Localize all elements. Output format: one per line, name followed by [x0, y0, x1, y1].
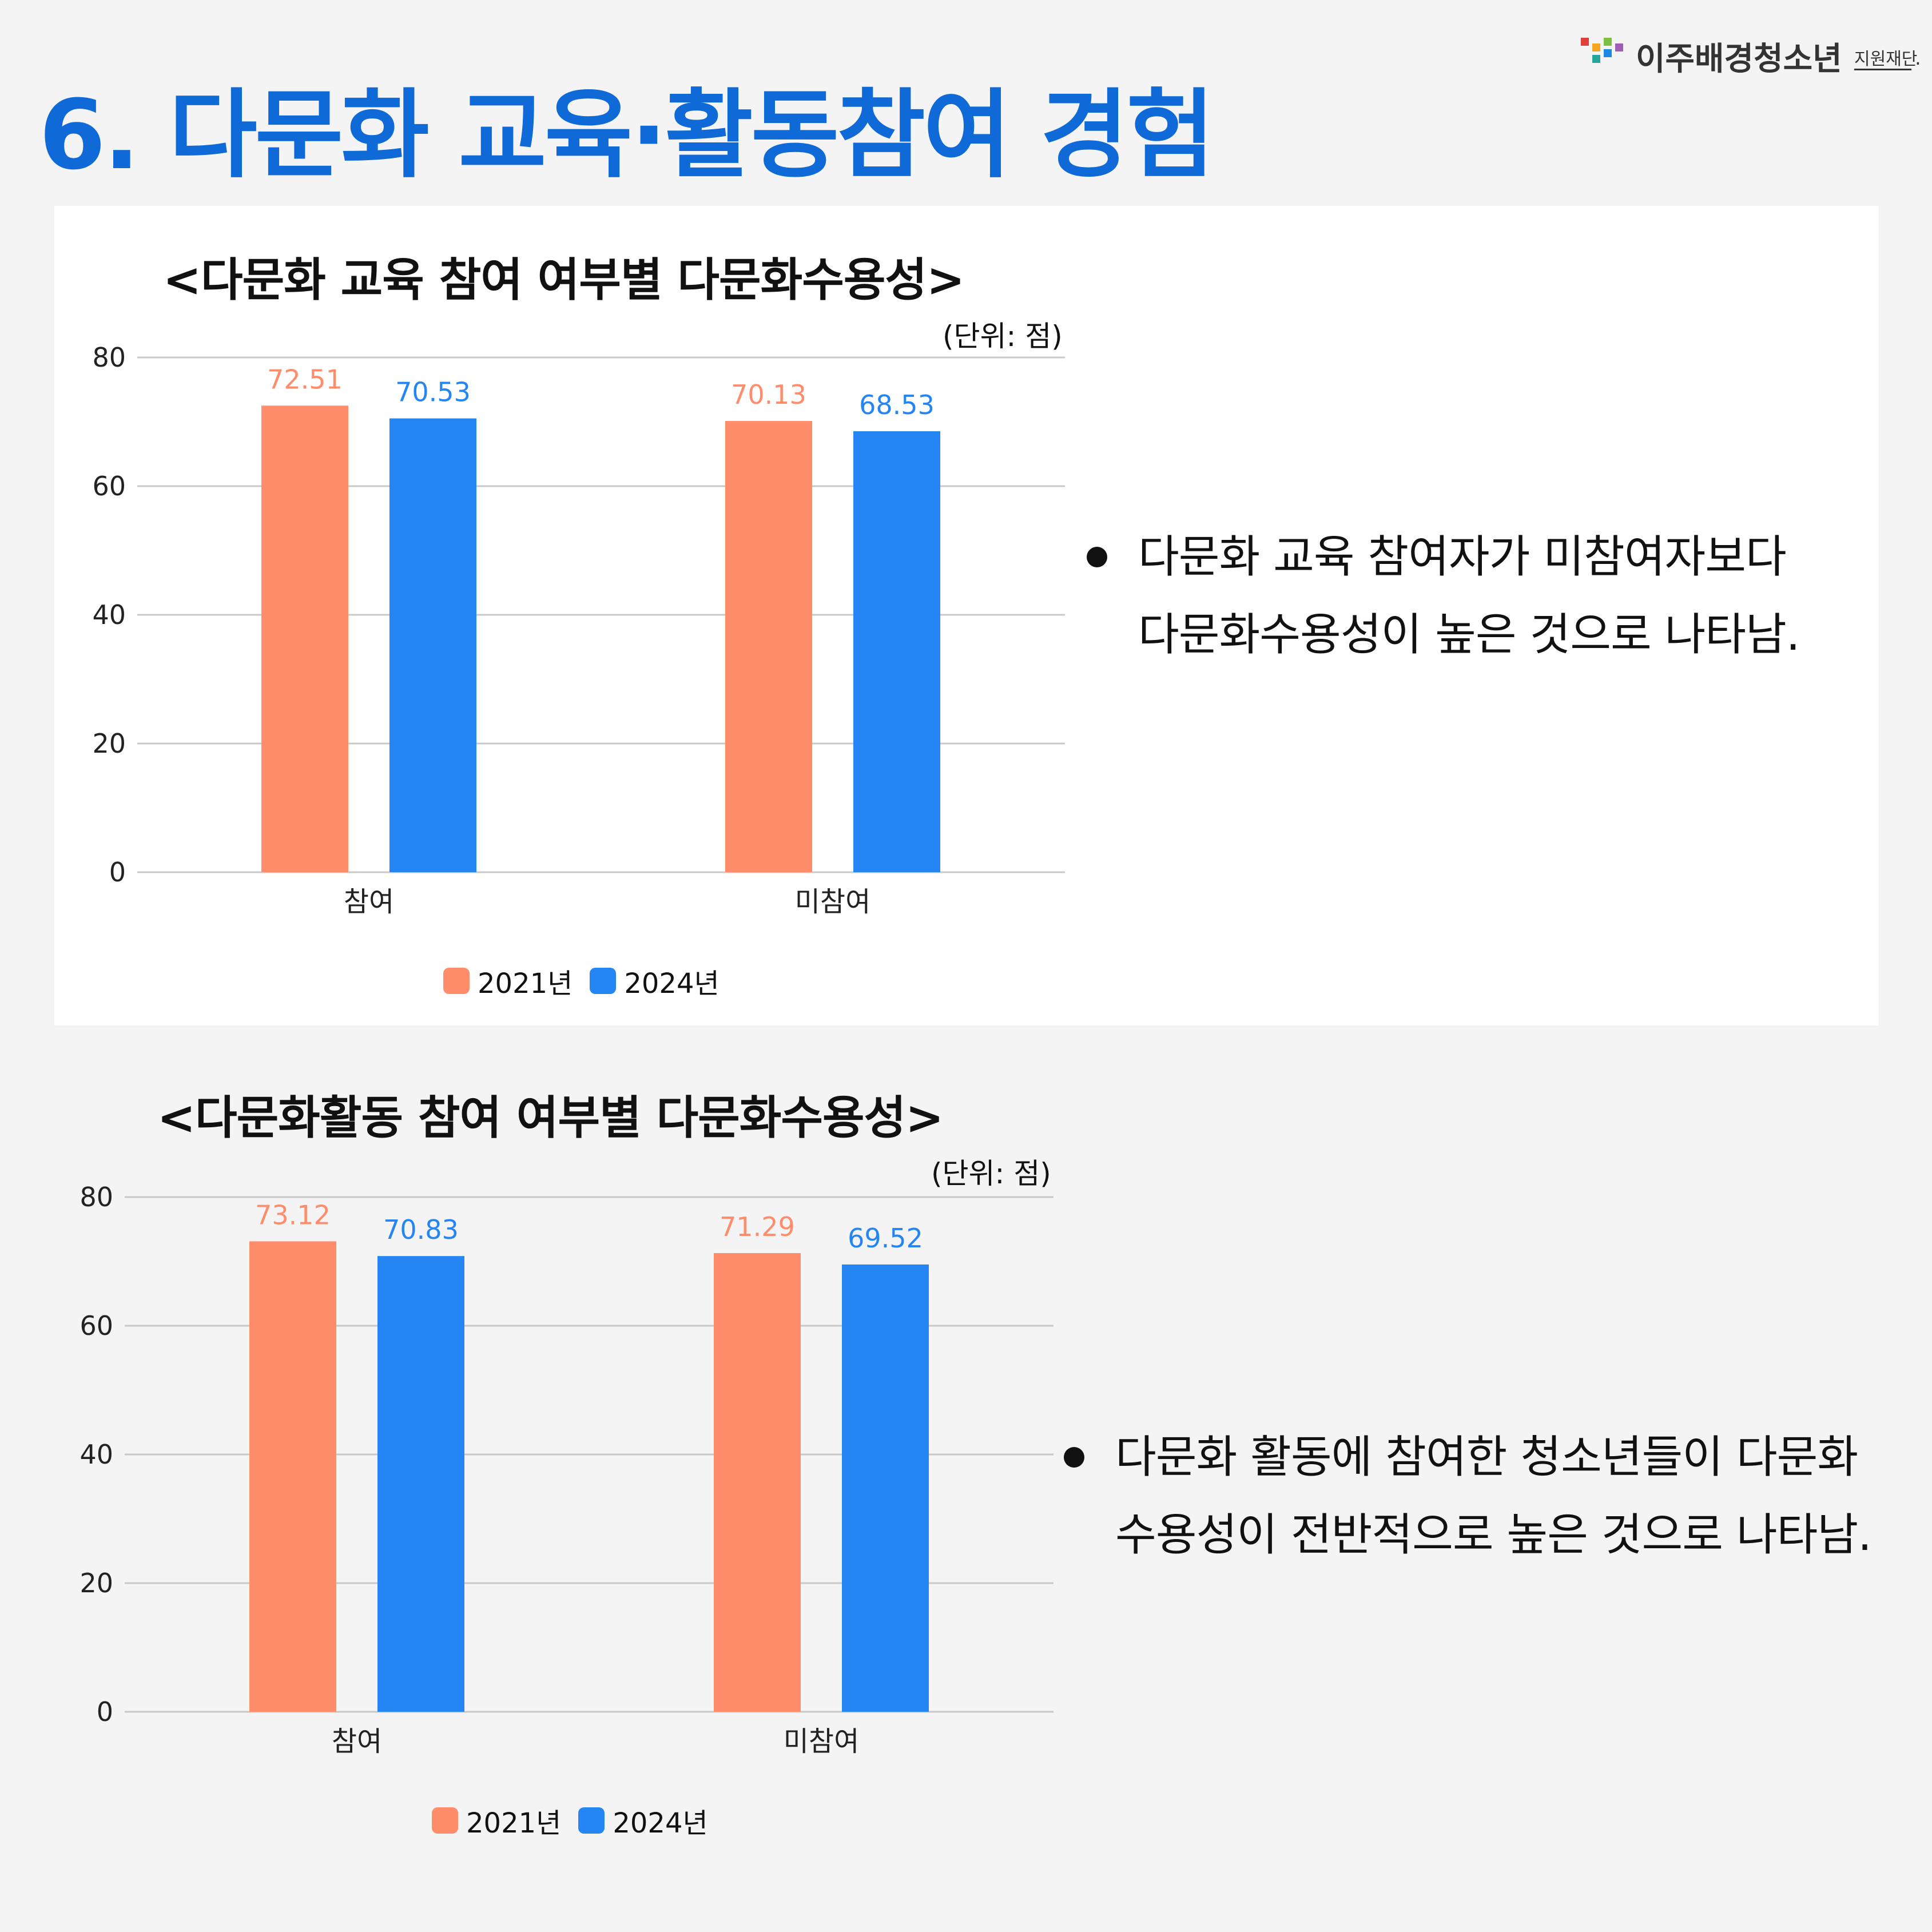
bar [842, 1264, 929, 1712]
data-label: 73.12 [255, 1199, 331, 1230]
legend-item-2021: 2021년 [443, 961, 573, 1001]
y-tick-label: 40 [79, 1439, 113, 1470]
note-2: 다문화 활동에 참여한 청소년들이 다문화 수용성이 전반적으로 높은 것으로 … [1115, 1418, 1872, 1574]
bar [377, 1256, 464, 1712]
legend-2: 2021년 2024년 [432, 1800, 725, 1840]
bar [389, 418, 476, 872]
legend-swatch-2021 [432, 1807, 458, 1834]
note-2-line-2: 수용성이 전반적으로 높은 것으로 나타남. [1115, 1509, 1872, 1561]
legend-item-2024: 2024년 [578, 1800, 708, 1840]
legend-item-2021: 2021년 [432, 1800, 561, 1840]
legend-label-2021: 2021년 [466, 1807, 562, 1839]
note-1-line-2: 다문화수용성이 높은 것으로 나타남. [1138, 609, 1800, 661]
y-tick-label: 80 [92, 342, 126, 373]
note-1-line-1: 다문화 교육 참여자가 미참여자보다 [1138, 531, 1787, 583]
logo-dot: . [1915, 47, 1921, 70]
unit-label-1: (단위: 점) [943, 320, 1063, 353]
x-tick-label: 참여 [332, 1726, 382, 1758]
bar [249, 1241, 336, 1712]
x-tick-label: 미참여 [784, 1726, 859, 1758]
logo-mark-icon [1579, 30, 1624, 70]
bar [261, 406, 348, 872]
chart-title-2: <다문화활동 참여 여부별 다문화수용성> [157, 1091, 944, 1144]
note-1: 다문화 교육 참여자가 미참여자보다 다문화수용성이 높은 것으로 나타남. [1138, 518, 1800, 674]
foundation-logo: 이주배경청소년 지원재단 . [1579, 30, 1922, 81]
data-label: 71.29 [719, 1211, 795, 1242]
legend-label-2024: 2024년 [624, 968, 719, 1000]
bar [714, 1253, 801, 1712]
y-tick-label: 0 [109, 857, 126, 888]
legend-swatch-2024 [578, 1807, 605, 1834]
y-tick-label: 60 [92, 471, 126, 502]
legend-item-2024: 2024년 [590, 961, 719, 1001]
logo-suffix: 지원재단 [1854, 49, 1918, 69]
logo-underline [1854, 69, 1911, 70]
bullet-dot-2 [1064, 1447, 1084, 1468]
legend-label-2021: 2021년 [478, 968, 573, 1000]
y-tick-label: 60 [79, 1310, 113, 1341]
bar [853, 431, 940, 872]
y-tick-label: 40 [92, 599, 126, 630]
unit-label-2: (단위: 점) [931, 1157, 1051, 1190]
y-tick-label: 0 [97, 1696, 113, 1727]
note-2-line-1: 다문화 활동에 참여한 청소년들이 다문화 [1115, 1432, 1858, 1483]
data-label: 69.52 [848, 1223, 923, 1254]
page-title: 6. 다문화 교육·활동참여 경험 [39, 79, 1215, 191]
legend-swatch-2024 [590, 968, 617, 994]
data-label: 72.51 [267, 364, 343, 395]
legend-label-2024: 2024년 [613, 1807, 708, 1839]
y-tick-label: 20 [92, 728, 126, 759]
y-tick-label: 80 [79, 1182, 113, 1213]
logo-name: 이주배경청소년 [1636, 41, 1842, 78]
legend-1: 2021년 2024년 [443, 961, 737, 1001]
data-label: 68.53 [859, 389, 935, 420]
y-tick-label: 20 [79, 1568, 113, 1599]
x-tick-label: 참여 [344, 886, 394, 918]
data-label: 70.13 [731, 379, 806, 410]
bar [725, 421, 812, 872]
legend-swatch-2021 [443, 968, 470, 994]
data-label: 70.53 [395, 377, 471, 408]
bullet-dot-1 [1087, 547, 1107, 567]
x-tick-label: 미참여 [795, 886, 870, 918]
data-label: 70.83 [383, 1214, 459, 1245]
chart-title-1: <다문화 교육 참여 여부별 다문화수용성> [163, 253, 965, 307]
